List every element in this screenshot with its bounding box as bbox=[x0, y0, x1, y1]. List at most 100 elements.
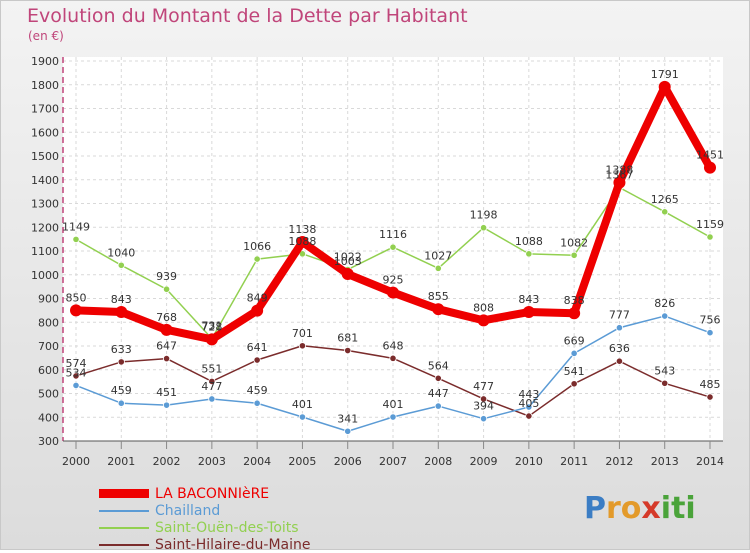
data-point bbox=[661, 312, 669, 320]
y-tick-label: 1200 bbox=[31, 221, 59, 234]
y-tick-label: 1100 bbox=[31, 245, 59, 258]
data-label: 1003 bbox=[334, 255, 362, 268]
data-label: 843 bbox=[111, 293, 132, 306]
y-tick-label: 1400 bbox=[31, 174, 59, 187]
data-point bbox=[160, 323, 173, 336]
data-label: 1088 bbox=[288, 235, 316, 248]
data-point bbox=[661, 208, 669, 216]
legend-swatch bbox=[99, 489, 149, 498]
legend-item: LA BACONNIèRE bbox=[99, 485, 311, 502]
data-point bbox=[706, 233, 714, 241]
data-label: 641 bbox=[247, 341, 268, 354]
data-point bbox=[298, 342, 307, 350]
data-label: 1088 bbox=[515, 235, 543, 248]
data-point bbox=[296, 235, 309, 248]
y-tick-label: 900 bbox=[38, 293, 59, 306]
data-point bbox=[72, 235, 80, 243]
data-point bbox=[117, 358, 125, 366]
data-label: 1198 bbox=[470, 209, 498, 222]
data-label: 1791 bbox=[651, 68, 679, 81]
data-label: 394 bbox=[473, 400, 494, 413]
x-tick-label: 2009 bbox=[470, 455, 498, 468]
legend: LA BACONNIèRE Chailland Saint-Ouën-des-T… bbox=[99, 485, 311, 553]
legend-label: Chailland bbox=[155, 502, 221, 519]
data-label: 405 bbox=[518, 397, 539, 410]
y-tick-label: 1800 bbox=[31, 79, 59, 92]
data-point bbox=[568, 307, 581, 320]
y-tick-label: 700 bbox=[38, 340, 59, 353]
data-label: 1138 bbox=[288, 223, 316, 236]
data-label: 1149 bbox=[62, 220, 90, 233]
data-label: 808 bbox=[473, 301, 494, 314]
data-label: 551 bbox=[201, 362, 222, 375]
data-point bbox=[525, 403, 533, 411]
legend-item: Saint-Hilaire-du-Maine bbox=[99, 536, 311, 553]
data-label: 1116 bbox=[379, 228, 407, 241]
data-label: 633 bbox=[111, 343, 132, 356]
data-label: 925 bbox=[383, 274, 404, 287]
x-tick-label: 2013 bbox=[651, 455, 679, 468]
data-label: 534 bbox=[66, 366, 87, 379]
data-label: 850 bbox=[66, 291, 87, 304]
data-point bbox=[658, 80, 671, 93]
legend-label: Saint-Ouën-des-Toits bbox=[155, 519, 299, 536]
data-label: 1367 bbox=[605, 169, 633, 182]
y-tick-label: 1600 bbox=[31, 126, 59, 139]
data-point bbox=[253, 356, 261, 364]
data-label: 731 bbox=[201, 320, 222, 333]
data-label: 1451 bbox=[696, 149, 724, 162]
x-tick-label: 2011 bbox=[560, 455, 588, 468]
legend-swatch bbox=[99, 543, 149, 546]
data-point bbox=[434, 264, 442, 272]
y-tick-label: 600 bbox=[38, 364, 59, 377]
y-tick-label: 400 bbox=[38, 411, 59, 424]
legend-item: Saint-Ouën-des-Toits bbox=[99, 519, 311, 536]
data-label: 1388 bbox=[605, 164, 633, 177]
data-label: 1022 bbox=[334, 251, 362, 264]
data-point bbox=[208, 395, 216, 403]
logo-letter: i bbox=[660, 491, 672, 526]
data-point bbox=[525, 412, 533, 420]
chart-subtitle: (en €) bbox=[28, 29, 64, 43]
data-label: 459 bbox=[111, 384, 132, 397]
x-tick-label: 2004 bbox=[243, 455, 271, 468]
x-tick-label: 2012 bbox=[605, 455, 633, 468]
data-point bbox=[344, 346, 352, 355]
data-point bbox=[208, 377, 216, 385]
x-tick-label: 2000 bbox=[62, 455, 90, 468]
data-point bbox=[253, 399, 261, 407]
data-label: 849 bbox=[247, 292, 268, 305]
logo-letter: o bbox=[620, 491, 642, 526]
data-point bbox=[525, 250, 533, 258]
data-label: 636 bbox=[609, 342, 630, 355]
data-label: 756 bbox=[700, 314, 721, 327]
logo-letter: i bbox=[685, 491, 696, 526]
data-label: 1159 bbox=[696, 218, 724, 231]
data-point bbox=[298, 413, 307, 421]
data-label: 701 bbox=[292, 327, 313, 340]
data-label: 564 bbox=[428, 359, 449, 372]
data-point bbox=[205, 333, 218, 346]
data-label: 777 bbox=[609, 309, 630, 322]
data-label: 477 bbox=[473, 380, 494, 393]
data-point bbox=[387, 286, 399, 299]
data-label: 451 bbox=[156, 386, 177, 399]
data-point bbox=[162, 354, 171, 363]
logo-letter: x bbox=[641, 491, 661, 526]
data-point bbox=[115, 306, 128, 319]
x-tick-label: 2014 bbox=[696, 455, 724, 468]
logo-letter: t bbox=[671, 491, 686, 526]
legend-swatch bbox=[99, 509, 149, 512]
data-label: 1082 bbox=[560, 236, 588, 249]
data-point bbox=[253, 255, 261, 263]
data-point bbox=[479, 224, 488, 232]
y-tick-label: 800 bbox=[38, 316, 59, 329]
data-point bbox=[704, 161, 716, 174]
data-label: 939 bbox=[156, 270, 177, 283]
legend-label: LA BACONNIèRE bbox=[155, 485, 270, 502]
data-point bbox=[706, 393, 714, 401]
logo-letter: P bbox=[584, 491, 606, 526]
y-tick-label: 1700 bbox=[31, 103, 59, 116]
x-tick-label: 2005 bbox=[288, 455, 316, 468]
data-label: 477 bbox=[201, 380, 222, 393]
